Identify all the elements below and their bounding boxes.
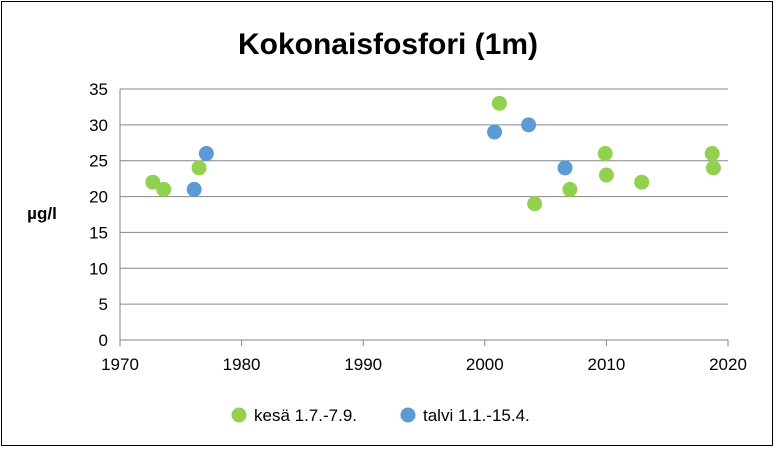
x-tick-label: 1980 [223,355,261,374]
data-point-series-1 [597,146,613,162]
data-point-series-1 [491,95,507,111]
data-point-series-2 [198,146,214,162]
axes: 0 5 10 15 20 25 30 35 1970 1980 1990 2000 2010 2020 [89,80,747,374]
data-point-series-1 [634,174,650,190]
y-axis-label: µg/l [27,204,57,223]
legend: kesä 1.7.-7.9. talvi 1.1.-15.4. [231,406,530,425]
data-point-series-1 [527,196,543,212]
gridlines [120,88,728,305]
x-tick-label: 2010 [587,355,625,374]
data-point-series-2 [521,117,537,133]
y-tick-label: 15 [89,223,108,242]
x-tick-label: 2000 [466,355,504,374]
legend-label: kesä 1.7.-7.9. [254,406,357,425]
y-tick-label: 30 [89,116,108,135]
legend-marker-series-1 [231,407,247,423]
data-point-series-1 [598,167,614,183]
data-point-series-1 [704,146,720,162]
data-point-series-2 [186,181,202,197]
y-tick-label: 25 [89,152,108,171]
y-tick-label: 0 [99,331,108,350]
data-points [145,95,721,212]
x-tick-label: 1970 [101,355,139,374]
data-point-series-1 [562,181,578,197]
data-point-series-1 [145,174,161,190]
data-point-series-2 [557,160,573,176]
y-tick-label: 35 [89,80,108,99]
data-point-series-1 [191,160,207,176]
chart-title: Kokonaisfosfori (1m) [238,28,538,61]
y-tick-label: 5 [99,295,108,314]
x-tick-label: 2020 [709,355,747,374]
data-point-series-1 [156,181,172,197]
data-point-series-2 [487,124,503,140]
y-tick-label: 10 [89,259,108,278]
y-tick-label: 20 [89,188,108,207]
x-tick-label: 1990 [344,355,382,374]
data-point-series-1 [705,160,721,176]
legend-label: talvi 1.1.-15.4. [423,406,530,425]
legend-marker-series-2 [400,407,416,423]
